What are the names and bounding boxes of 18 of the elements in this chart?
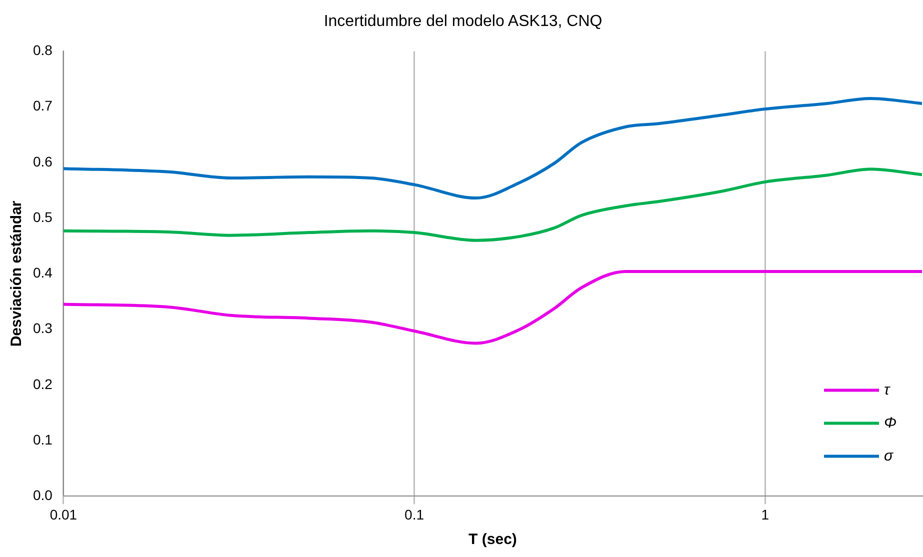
chart-title: Incertidumbre del modelo ASK13, CNQ (324, 13, 602, 30)
x-tick-label: 1 (761, 506, 770, 522)
x-tick-label: 0.1 (404, 506, 424, 522)
legend-label: σ (884, 447, 894, 464)
y-tick-label: 0.0 (32, 487, 53, 504)
y-axis-title: Desviación estándar (8, 200, 26, 347)
y-tick-label: 0.7 (32, 98, 53, 114)
x-tick-label: 0.01 (50, 506, 78, 522)
y-tick-label: 0.1 (32, 431, 53, 448)
legend-label: τ (884, 381, 891, 398)
x-axis-title: T (sec) (468, 531, 517, 548)
y-tick-label: 0.3 (32, 320, 53, 336)
y-tick-label: 0.6 (32, 153, 53, 170)
y-tick-label: 0.2 (32, 376, 53, 392)
y-tick-label: 0.8 (32, 42, 53, 58)
y-tick-label: 0.4 (32, 264, 53, 281)
legend-label: Φ (884, 414, 897, 432)
y-tick-label: 0.5 (32, 208, 53, 225)
